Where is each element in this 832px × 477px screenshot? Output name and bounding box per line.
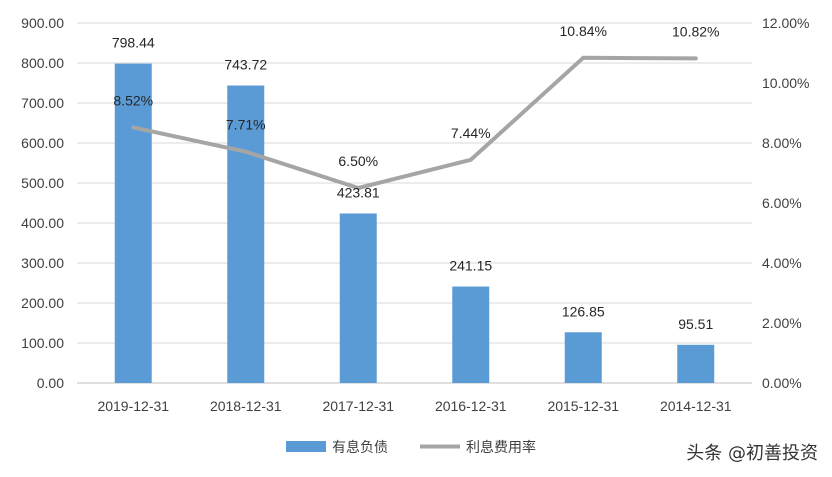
legend-label-line: 利息费用率 xyxy=(466,439,536,456)
line-data-label: 10.84% xyxy=(560,23,607,39)
x-axis-tick-label: 2019-12-31 xyxy=(97,398,169,414)
bar xyxy=(114,63,152,384)
bar-series xyxy=(114,63,715,384)
line-data-label: 7.44% xyxy=(451,125,491,141)
bar-data-label: 95.51 xyxy=(678,316,713,332)
x-axis-tick-label: 2015-12-31 xyxy=(547,398,619,414)
bar-data-label: 241.15 xyxy=(449,258,492,274)
right-axis-tick-label: 2.00% xyxy=(762,315,802,331)
left-axis-tick-label: 100.00 xyxy=(21,335,64,351)
bar-data-label: 423.81 xyxy=(337,184,380,200)
left-axis-tick-label: 0.00 xyxy=(37,375,64,391)
x-axis-ticks: 2019-12-31 2018-12-31 2017-12-31 2016-12-31… xyxy=(97,398,731,414)
bar xyxy=(227,85,265,384)
watermark: 头条 @初善投资 xyxy=(686,443,818,464)
left-axis-tick-label: 700.00 xyxy=(21,95,64,111)
right-axis-tick-label: 6.00% xyxy=(762,195,802,211)
right-axis-tick-label: 12.00% xyxy=(762,15,809,31)
right-axis-tick-label: 4.00% xyxy=(762,255,802,271)
line-path xyxy=(131,55,698,190)
legend-swatch-bar xyxy=(286,441,326,452)
line-data-labels: 8.52% 7.71% 6.50% 7.44% 10.84% 10.82% xyxy=(113,23,719,169)
right-axis-tick-label: 8.00% xyxy=(762,135,802,151)
left-axis-tick-label: 200.00 xyxy=(21,295,64,311)
line-series xyxy=(131,55,698,190)
gridlines xyxy=(77,22,752,384)
line-data-label: 10.82% xyxy=(672,23,719,39)
left-axis-tick-label: 400.00 xyxy=(21,215,64,231)
bar-data-labels: 798.44 743.72 423.81 241.15 126.85 95.51 xyxy=(112,35,714,332)
bar-data-label: 743.72 xyxy=(224,57,267,73)
x-axis-tick-label: 2017-12-31 xyxy=(322,398,394,414)
legend-label-bar: 有息负债 xyxy=(332,439,388,456)
line-data-label: 7.71% xyxy=(226,117,266,133)
bar-data-label: 798.44 xyxy=(112,35,155,51)
left-axis-ticks: 0.00 100.00 200.00 300.00 400.00 500.00 600.00… xyxy=(21,15,64,391)
right-axis-tick-label: 0.00% xyxy=(762,375,802,391)
bar xyxy=(339,213,377,383)
left-axis-tick-label: 300.00 xyxy=(21,255,64,271)
left-axis-tick-label: 500.00 xyxy=(21,175,64,191)
right-axis-ticks: 0.00% 2.00% 4.00% 6.00% 8.00% 10.00% 12.00% xyxy=(762,15,809,391)
right-axis-tick-label: 10.00% xyxy=(762,75,809,91)
bar xyxy=(677,344,715,383)
left-axis-tick-label: 600.00 xyxy=(21,135,64,151)
bar xyxy=(564,332,602,383)
line-data-label: 6.50% xyxy=(338,153,378,169)
line-data-label: 8.52% xyxy=(113,92,153,108)
x-axis-tick-label: 2014-12-31 xyxy=(660,398,732,414)
x-axis-tick-label: 2016-12-31 xyxy=(435,398,507,414)
left-axis-tick-label: 800.00 xyxy=(21,55,64,71)
bar-data-label: 126.85 xyxy=(562,303,605,319)
bar xyxy=(452,286,490,383)
left-axis-tick-label: 900.00 xyxy=(21,15,64,31)
legend: 有息负债 利息费用率 xyxy=(286,439,536,456)
x-axis-tick-label: 2018-12-31 xyxy=(210,398,282,414)
